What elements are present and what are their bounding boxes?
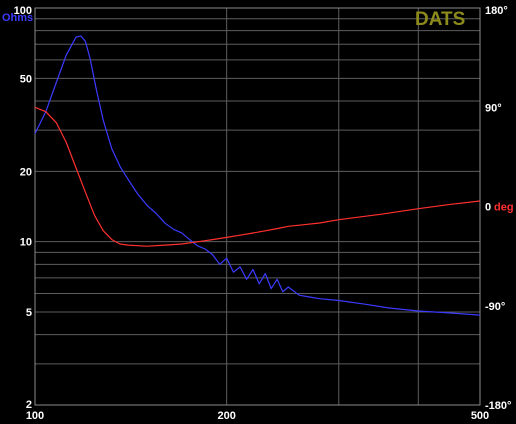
data-series xyxy=(34,35,481,316)
plot-frame xyxy=(34,7,481,406)
y-right-axis-label: deg xyxy=(494,202,514,214)
x-tick-label: 500 xyxy=(471,410,489,422)
y-left-tick-labels: 100 50 20 10 5 2 xyxy=(14,5,32,411)
x-tick-label: 200 xyxy=(217,410,235,422)
phase-series-line xyxy=(34,106,481,247)
y-left-tick-label: 20 xyxy=(20,166,32,178)
y-left-tick-label: 50 xyxy=(20,73,32,85)
y-right-tick-label: 180° xyxy=(485,5,508,17)
y-right-tick-label: 0 xyxy=(485,202,491,214)
y-left-tick-label: 10 xyxy=(20,237,32,249)
y-right-tick-label: 90° xyxy=(485,102,502,114)
y-right-tick-label: -180° xyxy=(485,400,511,412)
y-left-tick-label: 5 xyxy=(26,307,32,319)
impedance-series-line xyxy=(34,35,481,316)
y-left-tick-label: 2 xyxy=(26,399,32,411)
brand-logo-text: DATS xyxy=(415,9,465,30)
y-right-tick-labels: 180° 90° 0 -90° -180° xyxy=(485,5,511,412)
x-tick-labels: 100 200 500 xyxy=(26,410,489,422)
y-left-tick-label: 100 xyxy=(14,5,32,17)
y-left-axis-label: Ohms xyxy=(2,12,33,24)
x-tick-label: 100 xyxy=(26,410,44,422)
y-right-tick-label: -90° xyxy=(485,301,505,313)
